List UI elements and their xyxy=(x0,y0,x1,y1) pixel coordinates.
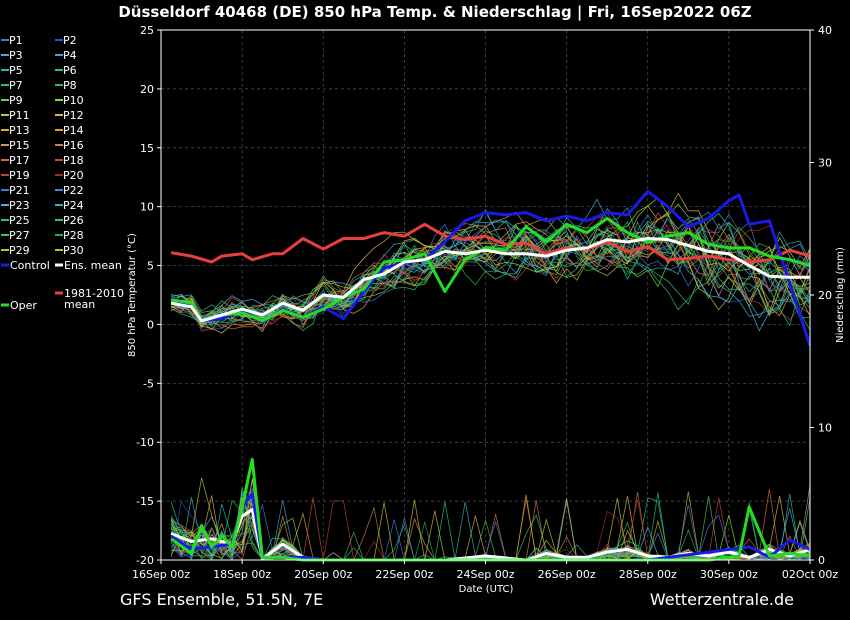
x-tick-label: 26Sep 00z xyxy=(538,568,596,581)
y-right-tick-label: 30 xyxy=(818,157,832,170)
legend-label: P8 xyxy=(63,79,77,92)
legend-label: P26 xyxy=(63,214,84,227)
x-tick-label: 20Sep 00z xyxy=(294,568,352,581)
legend-label: Oper xyxy=(10,299,37,312)
member-temp-line xyxy=(171,225,811,322)
x-tick-label: 24Sep 00z xyxy=(457,568,515,581)
legend-label: P22 xyxy=(63,184,84,197)
legend-label: P24 xyxy=(63,199,84,212)
x-tick-label: 22Sep 00z xyxy=(375,568,433,581)
member-precip-line xyxy=(170,487,811,561)
legend-label: P17 xyxy=(9,154,30,167)
x-axis-label: Date (UTC) xyxy=(459,584,514,595)
y-axis-right-label: Niederschlag (mm) xyxy=(835,247,846,343)
member-temp-line xyxy=(171,205,811,323)
legend-label: P5 xyxy=(9,64,23,77)
y-right-tick-label: 40 xyxy=(818,24,832,37)
legend-label: P23 xyxy=(9,199,30,212)
y-tick-label: 20 xyxy=(140,83,154,96)
legend-label: Control xyxy=(10,259,50,272)
x-tick-label: 28Sep 00z xyxy=(619,568,677,581)
legend-label: P15 xyxy=(9,139,30,152)
y-tick-label: 15 xyxy=(140,142,154,155)
legend-label: P29 xyxy=(9,244,30,257)
y-right-tick-label: 0 xyxy=(818,554,825,567)
footer-model-label: GFS Ensemble, 51.5N, 7E xyxy=(120,590,323,609)
footer-source-label: Wetterzentrale.de xyxy=(650,590,794,609)
x-tick-label: 16Sep 00z xyxy=(132,568,190,581)
legend-label: P14 xyxy=(63,124,84,137)
legend-label: P12 xyxy=(63,109,84,122)
legend-label: P27 xyxy=(9,229,30,242)
legend-label: P4 xyxy=(63,49,77,62)
legend-label: P19 xyxy=(9,169,30,182)
legend-label: P2 xyxy=(63,34,77,47)
legend-label: P13 xyxy=(9,124,30,137)
legend-label: P18 xyxy=(63,154,84,167)
legend-label: P10 xyxy=(63,94,84,107)
y-tick-label: 5 xyxy=(147,260,154,273)
y-tick-label: -15 xyxy=(136,495,154,508)
legend-label: P3 xyxy=(9,49,23,62)
legend-label: P6 xyxy=(63,64,77,77)
y-axis-left: 25 20 15 10 5 0 -5 -10 -15 -20 xyxy=(136,24,161,567)
y-right-tick-label: 20 xyxy=(818,289,832,302)
x-tick-label: 18Sep 00z xyxy=(213,568,271,581)
legend-label: 1981-2010 mean xyxy=(64,287,124,311)
y-tick-label: -20 xyxy=(136,554,154,567)
legend-label: Ens. mean xyxy=(64,259,122,272)
legend: P1 P2 P3 P4 P5 P6 P7 P8 P9 P10 P11 P12 P13 P14 P15 P16 P… xyxy=(1,34,124,312)
legend-label-line: 1981-2010 xyxy=(64,287,124,300)
legend-label: P9 xyxy=(9,94,23,107)
chart-title: Düsseldorf 40468 (DE) 850 hPa Temp. & Ni… xyxy=(118,3,751,22)
control-precip-line xyxy=(170,492,811,562)
member-temp-line xyxy=(170,211,811,325)
legend-label: P21 xyxy=(9,184,30,197)
x-tick-label: 30Sep 00z xyxy=(700,568,758,581)
y-axis-right: 40 30 20 10 0 xyxy=(810,24,832,567)
x-axis: 16Sep 00z 18Sep 00z 20Sep 00z 22Sep 00z 24Se… xyxy=(132,560,838,581)
legend-label: P1 xyxy=(9,34,23,47)
y-right-tick-label: 10 xyxy=(818,422,832,435)
y-tick-label: 25 xyxy=(140,24,154,37)
legend-label: P28 xyxy=(63,229,84,242)
x-tick-label: 02Oct 00z xyxy=(782,568,839,581)
ens-mean-temp-line xyxy=(170,237,810,323)
1981-2010-mean-temp-line xyxy=(170,222,811,264)
y-tick-label: 0 xyxy=(147,318,154,331)
legend-label: P25 xyxy=(9,214,30,227)
legend-label: P7 xyxy=(9,79,23,92)
y-tick-label: -5 xyxy=(143,377,154,390)
member-temp-line xyxy=(171,208,811,327)
legend-label-line: mean xyxy=(64,298,95,311)
oper-temp-line xyxy=(170,216,811,323)
legend-label: P11 xyxy=(9,109,30,122)
y-tick-label: -10 xyxy=(136,436,154,449)
y-tick-label: 10 xyxy=(140,201,154,214)
y-axis-left-label: 850 hPa Temperatur (°C) xyxy=(127,233,138,357)
legend-label: P30 xyxy=(63,244,84,257)
legend-label: P16 xyxy=(63,139,84,152)
legend-label: P20 xyxy=(63,169,84,182)
